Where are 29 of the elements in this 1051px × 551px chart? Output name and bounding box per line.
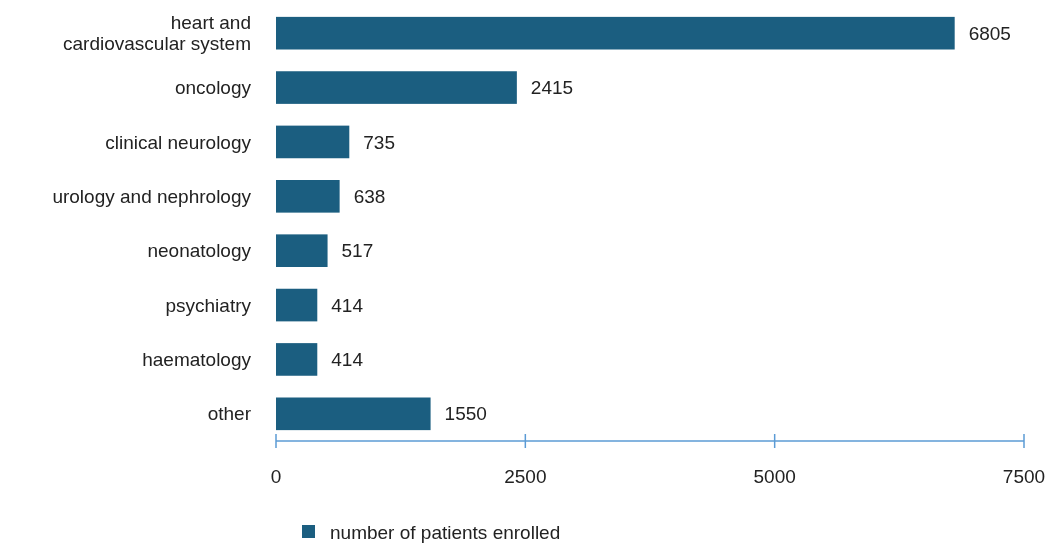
y-tick-label: neonatology [147,240,252,262]
x-tick-label: 2500 [504,465,547,487]
bar [276,180,340,213]
data-label: 6805 [968,22,1011,44]
y-tick-label: urology and nephrology [52,185,252,207]
x-tick-label: 7500 [1002,465,1046,487]
y-tick-label: other [207,403,252,425]
bar [276,397,431,431]
y-tick-label: psychiatry [165,294,252,316]
data-label: 517 [341,240,374,262]
bar [276,16,955,50]
bar [276,125,350,159]
data-label: 2415 [530,77,574,99]
y-tick-label: clinical neurology [105,131,252,153]
y-tick-label: heart and cardiovascular system [63,12,251,55]
data-label: 414 [331,349,364,371]
bar [276,234,328,267]
data-label: 1550 [444,403,487,425]
y-tick-label: oncology [174,77,252,99]
data-label: 414 [331,294,364,316]
bar [276,71,517,104]
x-tick-label: 5000 [753,465,796,487]
bar [276,343,318,376]
legend-label: number of patients enrolled [330,521,561,543]
y-tick-label: haematology [142,349,252,371]
data-label: 735 [363,131,396,153]
data-label: 638 [353,185,386,207]
x-tick-label: 0 [270,465,282,487]
bar [276,288,318,322]
